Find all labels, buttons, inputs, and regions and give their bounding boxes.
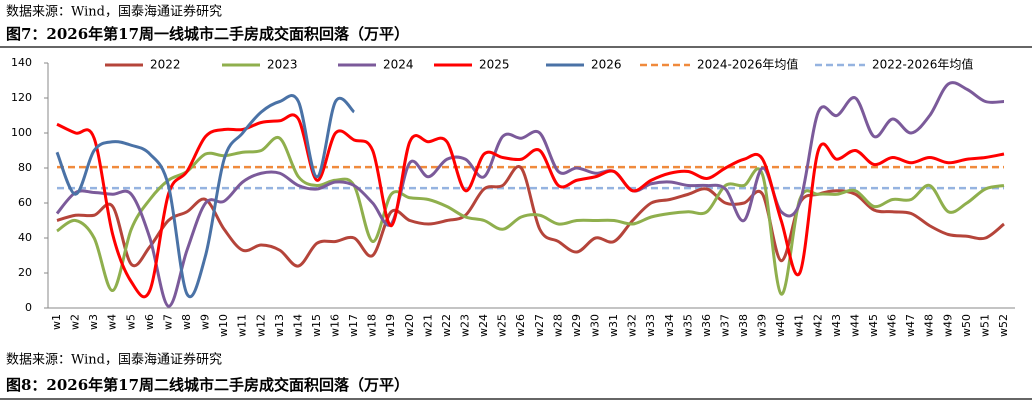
x-tick-label: w22 <box>440 314 453 337</box>
x-tick-label: w28 <box>551 314 564 337</box>
legend-label: 2026 <box>591 58 622 72</box>
y-tick-label: 40 <box>18 231 32 244</box>
series-line <box>55 94 356 298</box>
x-tick-label: w11 <box>236 314 249 337</box>
y-tick-label: 140 <box>11 56 32 69</box>
x-tick-label: w12 <box>254 314 267 337</box>
x-tick-label: w29 <box>570 314 583 337</box>
x-tick-label: w20 <box>403 314 416 337</box>
y-tick-label: 20 <box>18 266 32 279</box>
x-tick-label: w23 <box>459 314 472 337</box>
y-tick-label: 120 <box>11 91 32 104</box>
x-tick-label: w16 <box>329 314 342 337</box>
x-tick-label: w10 <box>217 314 230 337</box>
footer-source: 数据来源：Wind，国泰海通证券研究 <box>6 352 222 368</box>
x-tick-label: w1 <box>50 314 63 330</box>
x-tick-label: w27 <box>533 314 546 337</box>
x-tick-label: w9 <box>199 314 212 330</box>
x-tick-label: w44 <box>848 314 861 337</box>
legend-label: 2023 <box>267 58 298 72</box>
x-tick-label: w32 <box>626 314 639 337</box>
x-tick-label: w7 <box>161 314 174 330</box>
x-tick-label: w26 <box>514 314 527 337</box>
legend-label: 2024 <box>383 58 414 72</box>
x-tick-label: w8 <box>180 314 193 330</box>
x-tick-label: w33 <box>644 314 657 337</box>
x-tick-label: w35 <box>681 314 694 337</box>
y-tick-label: 100 <box>11 126 32 139</box>
x-tick-label: w5 <box>124 314 137 330</box>
chart-title: 图7：2026年第17周一线城市二手房成交面积回落（万平） <box>6 25 409 43</box>
x-tick-label: w34 <box>663 314 676 337</box>
legend-label: 2025 <box>479 58 510 72</box>
series-line <box>55 81 1005 308</box>
x-tick-label: w21 <box>421 314 434 337</box>
y-tick-label: 80 <box>18 161 32 174</box>
x-tick-label: w25 <box>496 314 509 337</box>
x-tick-label: w41 <box>793 314 806 337</box>
x-tick-label: w24 <box>477 314 490 337</box>
x-tick-label: w4 <box>106 314 119 330</box>
x-tick-label: w13 <box>273 314 286 337</box>
x-tick-label: w46 <box>886 314 899 337</box>
x-tick-label: w3 <box>87 314 100 330</box>
x-tick-label: w40 <box>774 314 787 337</box>
x-tick-label: w37 <box>718 314 731 337</box>
x-tick-label: w39 <box>756 314 769 337</box>
x-tick-label: w48 <box>923 314 936 337</box>
series-line <box>56 113 1005 299</box>
x-tick-label: w17 <box>347 314 360 337</box>
x-tick-label: w19 <box>384 314 397 337</box>
x-tick-label: w47 <box>904 314 917 337</box>
x-tick-label: w38 <box>737 314 750 337</box>
x-tick-label: w31 <box>607 314 620 337</box>
x-tick-label: w18 <box>366 314 379 337</box>
legend-label: 2022-2026年均值 <box>872 57 973 72</box>
series-line <box>56 135 1005 296</box>
legend-label: 2022 <box>150 58 181 72</box>
x-tick-label: w2 <box>69 314 82 330</box>
x-tick-label: w43 <box>830 314 843 337</box>
x-tick-label: w30 <box>588 314 601 337</box>
y-tick-label: 0 <box>25 301 32 314</box>
x-tick-label: w14 <box>291 314 304 337</box>
x-tick-label: w15 <box>310 314 323 337</box>
x-tick-label: w50 <box>960 314 973 337</box>
x-tick-label: w52 <box>997 314 1010 337</box>
y-tick-label: 60 <box>18 196 32 209</box>
x-tick-label: w42 <box>811 314 824 337</box>
x-tick-label: w51 <box>978 314 991 337</box>
x-tick-label: w45 <box>867 314 880 337</box>
legend-label: 2024-2026年均值 <box>697 57 798 72</box>
x-tick-label: w6 <box>143 314 156 330</box>
x-tick-label: w49 <box>941 314 954 337</box>
x-tick-label: w36 <box>700 314 713 337</box>
header-source: 数据来源：Wind，国泰海通证券研究 <box>6 4 222 20</box>
next-title: 图8：2026年第17周二线城市二手房成交面积回落（万平） <box>6 376 409 394</box>
